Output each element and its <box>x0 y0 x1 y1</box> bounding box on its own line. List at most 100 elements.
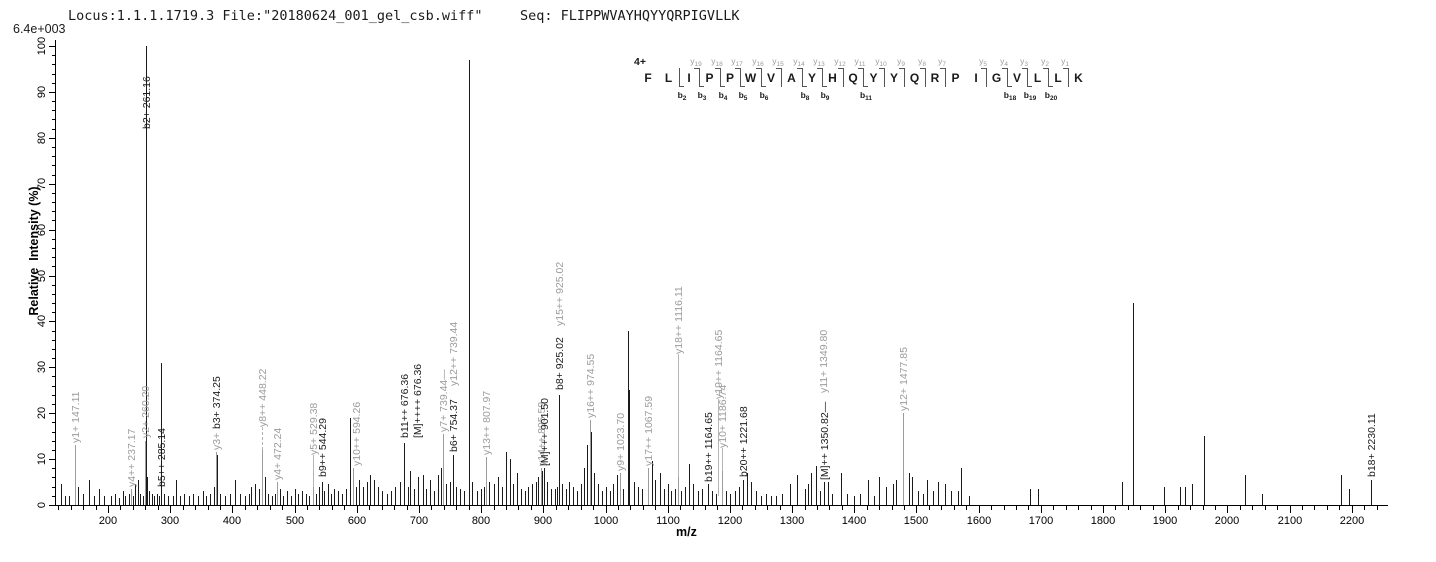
peak <box>230 493 231 505</box>
x-minor-tick <box>145 506 146 510</box>
fragment-marker-y-arm <box>715 68 720 69</box>
x-minor-tick <box>1140 506 1141 510</box>
peak <box>464 491 465 505</box>
peak <box>642 488 643 505</box>
peak <box>542 470 543 505</box>
peak <box>958 491 959 505</box>
y-ion-label: y3 <box>1020 56 1028 68</box>
fragment-marker-bar <box>802 68 803 87</box>
sequence-header: Seq: FLIPPWVAYHQYYQRPIGVLLK <box>520 8 740 24</box>
x-major-tick <box>357 506 358 513</box>
peak <box>472 482 473 505</box>
peak <box>291 495 292 505</box>
peak <box>184 493 185 505</box>
residue: P <box>951 71 960 85</box>
peak <box>89 479 90 505</box>
peak-label: b19++ 1164.65 <box>703 412 715 483</box>
peak <box>517 472 518 505</box>
peak <box>969 495 970 505</box>
y-tick-label: 30 <box>36 360 48 374</box>
x-minor-tick <box>1277 506 1278 510</box>
x-minor-tick <box>407 506 408 510</box>
peak <box>1341 475 1342 505</box>
x-minor-tick <box>904 506 905 510</box>
x-minor-tick <box>693 506 694 510</box>
x-tick-label: 800 <box>471 515 491 527</box>
fragment-marker-bar <box>1068 68 1069 87</box>
leader-line <box>722 447 723 471</box>
peak <box>164 493 165 505</box>
peak <box>319 486 320 505</box>
peak <box>587 445 588 505</box>
peak <box>594 472 595 505</box>
peak <box>265 477 266 505</box>
x-minor-tick <box>1377 506 1378 510</box>
peak-annotated <box>75 445 76 505</box>
peak <box>675 488 676 505</box>
peak-annotated <box>322 482 323 505</box>
precursor-charge-label: 4+ <box>634 56 646 68</box>
peak <box>820 491 821 505</box>
x-minor-tick <box>556 506 557 510</box>
b-ion-label: b4 <box>718 90 728 102</box>
y-minor-tick <box>52 74 55 75</box>
x-major-tick <box>1041 506 1042 513</box>
y-ion-label: y9 <box>897 56 905 68</box>
x-minor-tick <box>1153 506 1154 510</box>
y-tick-label: 0 <box>36 501 48 509</box>
x-minor-tick <box>319 506 320 510</box>
peak <box>268 493 269 505</box>
peak-label: y3+ <box>211 432 223 450</box>
peak <box>328 484 329 505</box>
peak <box>547 482 548 505</box>
peak <box>805 488 806 505</box>
x-minor-tick <box>444 506 445 510</box>
fragment-marker-y-arm <box>1043 68 1048 69</box>
y-minor-tick <box>52 257 55 258</box>
peak <box>240 493 241 505</box>
fragment-marker-bar <box>945 68 946 87</box>
y-major-tick <box>49 505 55 506</box>
y-minor-tick <box>52 441 55 442</box>
peak <box>776 495 777 505</box>
peak <box>387 493 388 505</box>
fragment-marker-bar <box>884 68 885 87</box>
x-tick-label: 2200 <box>1339 515 1365 527</box>
x-minor-tick <box>282 506 283 510</box>
peak <box>521 488 522 505</box>
peak <box>945 484 946 505</box>
peak <box>566 488 567 505</box>
peak-label: b9++ 544.29 <box>317 418 329 478</box>
x-minor-tick <box>1203 506 1204 510</box>
x-minor-tick <box>1091 506 1092 510</box>
peak <box>418 477 419 505</box>
peak-label: y10++ 594.26 <box>351 401 363 466</box>
peak <box>235 479 236 505</box>
peak <box>342 493 343 505</box>
peak <box>99 488 100 505</box>
peak <box>551 488 552 505</box>
peak <box>771 495 772 505</box>
x-major-tick <box>170 506 171 513</box>
peak <box>104 495 105 505</box>
peak <box>61 484 62 505</box>
x-major-tick <box>606 506 607 513</box>
y-minor-tick <box>52 202 55 203</box>
peak-label: b8+ 925.02 <box>554 337 566 391</box>
x-tick-label: 1500 <box>903 515 929 527</box>
y-minor-tick <box>52 303 55 304</box>
fragment-marker-b-arm <box>802 86 807 87</box>
y-ion-label: y1 <box>1061 56 1069 68</box>
x-minor-tick <box>568 506 569 510</box>
b-ion-label: b18 <box>1003 90 1017 102</box>
x-minor-tick <box>630 506 631 510</box>
peak-label: y11+ 1349.80 <box>818 329 830 393</box>
x-minor-tick <box>780 506 781 510</box>
peak <box>747 472 748 505</box>
peak-label: y12++ 739.44 <box>448 321 460 386</box>
peak <box>168 495 169 505</box>
peak <box>400 482 401 505</box>
x-minor-tick <box>257 506 258 510</box>
peak-label: b6+ 754.37 <box>448 399 460 453</box>
x-major-tick <box>295 506 296 513</box>
